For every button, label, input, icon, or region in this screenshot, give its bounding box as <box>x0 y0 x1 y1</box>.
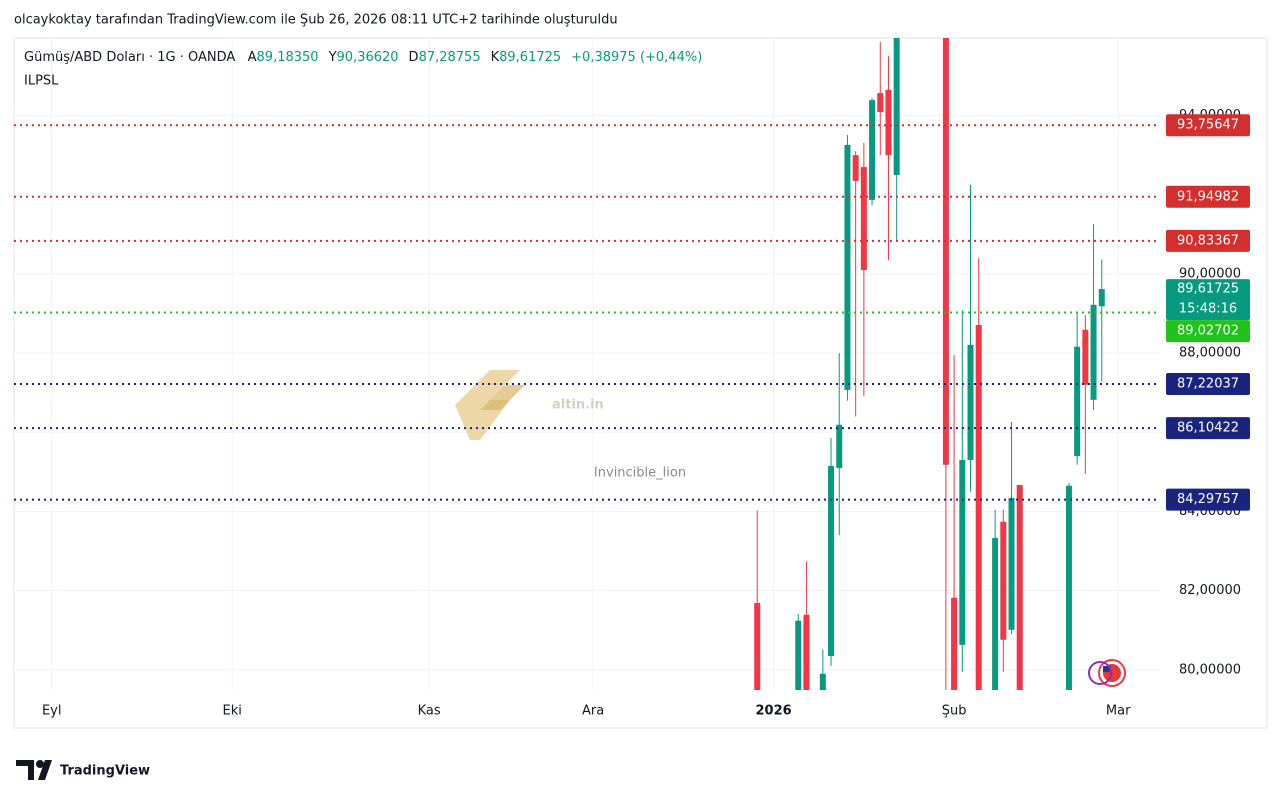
axis-labels: 89,61725 15:48:16 93,75647 91,94982 90,83367… <box>1166 114 1250 511</box>
candle-body <box>975 325 982 690</box>
candle-body <box>1065 485 1072 690</box>
candle-body <box>942 38 949 465</box>
candle-body <box>844 144 851 390</box>
candle-body <box>1008 498 1015 630</box>
legend-prefix: D <box>409 50 419 65</box>
candle-body <box>1074 346 1081 457</box>
y-tick-label: 88,00000 <box>1179 346 1241 361</box>
level-label: 90,83367 <box>1177 233 1239 248</box>
legend-value: 89,18350 <box>257 50 319 65</box>
x-tick-label: Eki <box>223 704 242 719</box>
watermark-logo-part <box>480 385 525 410</box>
level-label-box <box>1166 229 1250 252</box>
candle-body <box>1082 329 1089 385</box>
candle-body <box>795 620 802 690</box>
indicator: ILPSL <box>24 74 59 89</box>
flag-ring-2 <box>1088 661 1112 685</box>
candle-body <box>1016 484 1023 690</box>
candle-body <box>1098 289 1105 307</box>
level-label: 84,29757 <box>1177 492 1239 507</box>
candle-body <box>754 602 761 690</box>
candle-body <box>860 167 867 270</box>
x-tick-label: Eyl <box>42 704 62 719</box>
level-label-box <box>1166 320 1250 343</box>
candle-body <box>836 424 843 468</box>
y-tick-label: 82,00000 <box>1179 583 1241 598</box>
candle-body <box>803 614 810 690</box>
level-label: 86,10422 <box>1177 421 1239 436</box>
brand-icon <box>16 760 52 780</box>
legend-prefix: A <box>248 50 257 65</box>
level-label: 91,94982 <box>1177 189 1239 204</box>
candle-body <box>885 89 892 156</box>
candle-body <box>877 93 884 113</box>
level-label: 87,22037 <box>1177 376 1239 391</box>
legend-prefix: Y <box>328 50 337 65</box>
x-tick-label: Ara <box>582 704 604 719</box>
level-label: 89,02702 <box>1177 324 1239 339</box>
candle-body <box>828 465 835 656</box>
candles <box>754 38 1105 690</box>
x-tick-label: 2026 <box>756 704 792 719</box>
level-label-box <box>1166 114 1250 137</box>
watermark-group: altin.in Invincible_lion <box>455 370 686 481</box>
candle-body <box>893 38 900 175</box>
legend-value: 90,36620 <box>337 50 399 65</box>
level-label-box <box>1166 372 1250 395</box>
candle-body <box>951 597 958 690</box>
candle-body <box>1000 521 1007 640</box>
last-price-label: 89,61725 <box>1177 282 1239 297</box>
flag-icon <box>1088 659 1126 687</box>
candle-body <box>967 344 974 460</box>
y-tick-label: 90,00000 <box>1179 266 1241 281</box>
candle-body <box>1090 304 1097 400</box>
legend: Gümüş/ABD Doları · 1G · OANDA A89,18350 Y9… <box>24 50 702 65</box>
x-tick-label: Kas <box>418 704 441 719</box>
legend-value: 87,28755 <box>419 50 481 65</box>
candle-body <box>959 459 966 645</box>
legend-change: +0,38975 (+0,44%) <box>571 50 702 65</box>
level-label-box <box>1166 417 1250 440</box>
watermark-user: Invincible_lion <box>594 466 686 481</box>
brand: TradingView <box>60 764 150 779</box>
legend-symbol: Gümüş/ABD Doları · 1G · OANDA <box>24 50 236 65</box>
brand-icon-dot <box>36 760 44 768</box>
candle-body <box>819 673 826 690</box>
candle-body <box>869 100 876 200</box>
legend-value: 89,61725 <box>499 50 561 65</box>
level-label: 93,75647 <box>1177 118 1239 133</box>
countdown: 15:48:16 <box>1179 302 1237 317</box>
legend-prefix: K <box>491 50 500 65</box>
watermark-text: altin.in <box>552 398 604 413</box>
y-tick-label: 80,00000 <box>1179 662 1241 677</box>
candle-body <box>992 537 999 690</box>
level-label-box <box>1166 185 1250 208</box>
caption: olcaykoktay tarafından TradingView.com i… <box>14 13 618 28</box>
level-label-box <box>1166 488 1250 511</box>
flag-canton <box>1103 666 1111 672</box>
candle-body <box>852 155 859 181</box>
x-tick-label: Mar <box>1106 704 1131 719</box>
levels <box>14 124 1160 501</box>
brand-logo: TradingView <box>16 760 150 780</box>
last-price-box <box>1166 279 1250 321</box>
x-tick-label: Şub <box>942 704 967 719</box>
